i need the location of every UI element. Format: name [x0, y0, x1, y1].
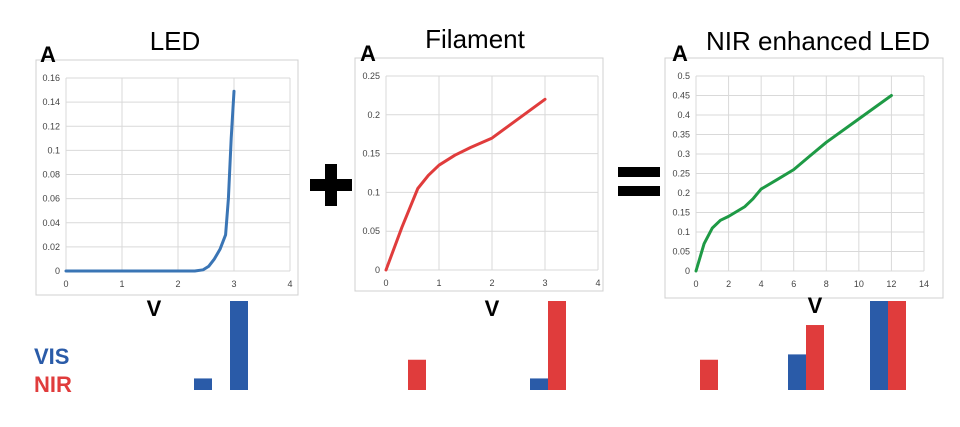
chart-frame	[35, 59, 299, 296]
plus-operator-icon	[310, 164, 352, 206]
line-chart-3: 0 0.05 0.1 0.15 0.2 0.25 0.3 0.35 0.4 0.45 0.5 0 2 4 6…	[664, 26, 944, 318]
x-tick-label: 8	[824, 279, 829, 289]
y-tick-label: 0.15	[672, 208, 690, 218]
chart-title: LED	[150, 26, 201, 56]
y-tick-label: 0	[375, 265, 380, 275]
x-tick-label: 1	[119, 279, 124, 289]
line-chart-1: 0 0.02 0.04 0.06 0.08 0.1 0.12 0.14 0.16 0 1 2 3 4 LED…	[35, 26, 299, 321]
bar-vis	[230, 301, 248, 390]
line-chart-2: 0 0.05 0.1 0.15 0.2 0.25 0 1 2 3 4 Filament A V	[354, 24, 604, 321]
x-tick-label: 2	[489, 278, 494, 288]
y-tick-label: 0.25	[362, 71, 380, 81]
x-tick-label: 0	[63, 279, 68, 289]
y-tick-label: 0.45	[672, 91, 690, 101]
y-tick-label: 0.05	[362, 226, 380, 236]
series-line	[384, 97, 547, 272]
x-tick-label: 0	[693, 279, 698, 289]
chart-frame	[664, 57, 944, 299]
bar-vis	[788, 354, 806, 390]
bar-vis	[870, 301, 888, 390]
legend-vis: VIS	[34, 344, 69, 369]
chart-frame	[354, 57, 604, 292]
x-axis-label: V	[808, 293, 823, 318]
chart-title: NIR enhanced LED	[706, 26, 930, 56]
x-tick-label: 4	[759, 279, 764, 289]
y-tick-label: 0.12	[42, 121, 60, 131]
y-tick-label: 0.4	[677, 110, 690, 120]
y-tick-label: 0.05	[672, 247, 690, 257]
y-axis-label: A	[672, 41, 688, 66]
x-tick-label: 4	[287, 279, 292, 289]
bar-chart	[194, 301, 906, 390]
series-line	[64, 89, 236, 273]
x-tick-label: 2	[175, 279, 180, 289]
y-tick-label: 0.35	[672, 130, 690, 140]
y-tick-label: 0.1	[367, 187, 380, 197]
chart-title: Filament	[425, 24, 525, 54]
y-tick-label: 0.14	[42, 97, 60, 107]
x-tick-label: 6	[791, 279, 796, 289]
y-tick-label: 0	[685, 266, 690, 276]
x-tick-label: 0	[383, 278, 388, 288]
y-tick-label: 0.15	[362, 149, 380, 159]
x-tick-label: 10	[854, 279, 864, 289]
bar-nir	[408, 359, 426, 390]
series-line	[694, 94, 893, 273]
x-tick-label: 3	[231, 279, 236, 289]
y-tick-label: 0.08	[42, 170, 60, 180]
x-axis-label: V	[147, 296, 162, 321]
bar-nir	[806, 325, 824, 390]
y-tick-label: 0.3	[677, 149, 690, 159]
x-axis-label: V	[485, 296, 500, 321]
x-tick-label: 1	[436, 278, 441, 288]
y-axis-label: A	[40, 42, 56, 67]
y-tick-label: 0.2	[367, 110, 380, 120]
bar-vis	[530, 378, 548, 390]
y-tick-label: 0.1	[677, 227, 690, 237]
y-tick-label: 0.04	[42, 218, 60, 228]
y-axis-label: A	[360, 41, 376, 66]
x-tick-label: 14	[919, 279, 929, 289]
y-tick-label: 0.16	[42, 73, 60, 83]
y-tick-label: 0.06	[42, 194, 60, 204]
y-tick-label: 0	[55, 266, 60, 276]
legend-nir: NIR	[34, 372, 72, 397]
y-tick-label: 0.02	[42, 242, 60, 252]
bar-nir	[888, 301, 906, 390]
x-tick-label: 4	[595, 278, 600, 288]
y-tick-label: 0.5	[677, 71, 690, 81]
x-tick-label: 12	[886, 279, 896, 289]
y-tick-label: 0.2	[677, 188, 690, 198]
bar-nir	[700, 359, 718, 390]
bar-nir	[548, 301, 566, 390]
y-tick-label: 0.25	[672, 169, 690, 179]
bar-vis	[194, 378, 212, 390]
x-tick-label: 3	[542, 278, 547, 288]
y-tick-label: 0.1	[47, 145, 60, 155]
x-tick-label: 2	[726, 279, 731, 289]
equals-operator-icon	[618, 167, 660, 196]
